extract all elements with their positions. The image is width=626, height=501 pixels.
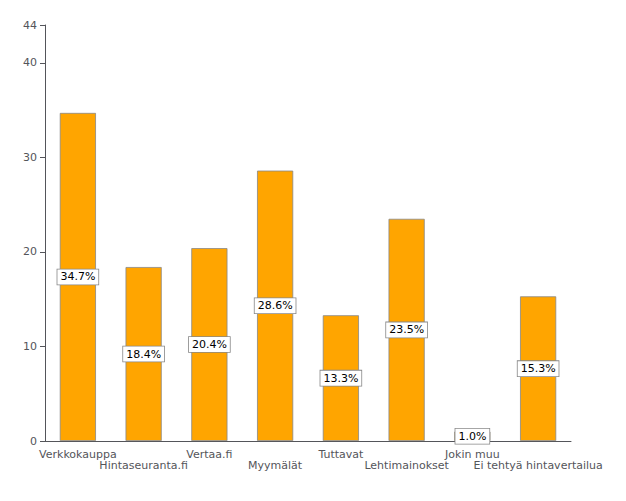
svg-text:20: 20 xyxy=(23,245,37,258)
svg-text:0: 0 xyxy=(30,435,37,448)
svg-text:Jokin muu: Jokin muu xyxy=(445,448,500,461)
svg-text:30: 30 xyxy=(23,151,37,164)
svg-text:28.6%: 28.6% xyxy=(258,299,293,312)
svg-text:Ei tehtyä hintavertailua: Ei tehtyä hintavertailua xyxy=(473,459,602,472)
svg-text:Vertaa.fi: Vertaa.fi xyxy=(186,448,232,461)
svg-text:34.7%: 34.7% xyxy=(60,270,95,283)
svg-text:15.3%: 15.3% xyxy=(521,362,556,375)
svg-text:Lehtimainokset: Lehtimainokset xyxy=(364,459,449,472)
svg-text:1.0%: 1.0% xyxy=(458,430,486,443)
svg-text:Verkkokauppa: Verkkokauppa xyxy=(39,448,117,461)
svg-text:Tuttavat: Tuttavat xyxy=(317,448,364,461)
svg-text:13.3%: 13.3% xyxy=(323,372,358,385)
svg-text:Hintaseuranta.fi: Hintaseuranta.fi xyxy=(99,459,188,472)
svg-text:20.4%: 20.4% xyxy=(192,338,227,351)
svg-text:44: 44 xyxy=(23,19,37,32)
svg-text:23.5%: 23.5% xyxy=(389,323,424,336)
svg-text:Myymälät: Myymälät xyxy=(248,459,303,472)
svg-text:18.4%: 18.4% xyxy=(126,348,161,361)
svg-text:10: 10 xyxy=(23,340,37,353)
svg-text:40: 40 xyxy=(23,56,37,69)
